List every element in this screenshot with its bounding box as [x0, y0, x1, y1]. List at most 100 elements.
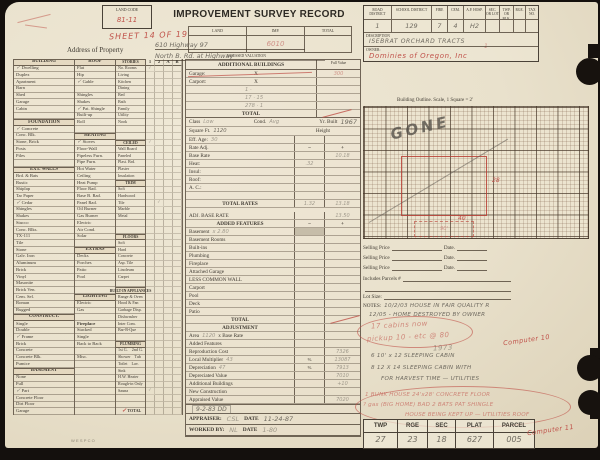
additional-buildings-header: ADDITIONAL BUILDINGS Full Value	[186, 60, 360, 70]
value-grid-cell	[173, 112, 182, 120]
checklist-row: Toilet Lav.	[116, 360, 145, 369]
item-label: Double	[16, 327, 30, 333]
parcel-value-row: 27 23 18 627 005	[364, 432, 534, 448]
checklist-row: No. Rooms	[116, 65, 145, 73]
value-grid-cell	[146, 233, 155, 241]
checklist-row: Garbage Disp.	[116, 307, 145, 315]
row-label: Attached Garage	[186, 268, 294, 275]
handwriting: 278 · 1	[245, 103, 264, 109]
total-label: TOTAL	[241, 111, 261, 117]
value-grid-cell	[164, 321, 173, 328]
item-label: Tile	[118, 199, 125, 205]
lot-size-line: Lot Size:	[363, 294, 513, 300]
checklist-row	[75, 388, 115, 395]
square-ft-line: Square Ft. 1120 Height	[186, 127, 360, 136]
plus-cell	[324, 332, 360, 339]
selling-price-label: Selling Price	[363, 265, 390, 271]
item-label: Concrete	[16, 347, 33, 353]
plus-cell	[324, 176, 360, 183]
value-grid-cell	[146, 307, 155, 315]
value-grid-cell	[146, 186, 155, 194]
table-cell: CEM.	[448, 6, 464, 19]
checklist-row: ✓ Frame	[14, 334, 74, 342]
plus-cell: 7010	[324, 372, 360, 379]
checklist-row: Utility	[116, 112, 145, 120]
item-label: Floor Rad.	[77, 186, 97, 192]
minus-cell	[294, 244, 324, 251]
value-grid-cell	[164, 381, 173, 389]
item-label: ADJUSTMENT	[222, 324, 258, 331]
plus-cell	[324, 136, 360, 143]
row-label: 17 · 15	[186, 94, 316, 101]
value-grid-cell	[164, 146, 173, 154]
land-code-box: LAND CODE 81-11	[102, 5, 152, 29]
plus-cell: 13.50	[324, 212, 360, 219]
item-label: Shingles	[77, 92, 93, 98]
value-grid-cell	[164, 341, 173, 348]
value-grid-cell	[155, 341, 164, 348]
value-grid-cell	[146, 300, 155, 308]
corner-scrawl	[17, 13, 51, 24]
checklist-row: Roll	[75, 119, 115, 127]
checklist-row: Conc. Blk.	[14, 133, 74, 140]
checklist-row: Paneled	[116, 153, 145, 160]
item-label: Lav.	[131, 360, 139, 366]
value-grid-cell	[155, 186, 164, 194]
form-row: Fireplace	[186, 260, 360, 268]
row-label: Carport	[186, 284, 294, 291]
value-grid-cell	[155, 240, 164, 248]
row-label: New Construction	[186, 388, 294, 395]
checklist-row: Hard	[116, 247, 145, 254]
checklist-row: Pool	[75, 274, 115, 281]
worked-by-row: WORKED BY: NL DATE 1-80	[186, 425, 360, 436]
checklist-row: Range & Oven	[116, 294, 145, 301]
checklist-row: Insulation	[116, 173, 145, 180]
item-label: Shower	[118, 354, 131, 360]
checklist-row: Single	[75, 334, 115, 342]
item-label: Pat. Shingle	[82, 106, 105, 111]
item-label: Dishwasher	[118, 313, 138, 319]
item-label: Nook	[118, 119, 128, 125]
value-grid-cell	[155, 173, 164, 180]
value-grid-cell	[164, 186, 173, 194]
value-grid-cell	[164, 106, 173, 113]
form-row: Area 1120 x Base Rate	[186, 332, 360, 340]
item-label: None	[16, 374, 26, 380]
cond-value: Avg	[269, 118, 280, 125]
checklist-row: Soft	[116, 186, 145, 194]
plus-cell	[324, 260, 360, 267]
plus-cell	[324, 168, 360, 175]
item-label: FLOORS	[122, 234, 139, 239]
section-header: FLOORS	[116, 233, 145, 241]
value-grid-cell: ✓	[146, 65, 155, 73]
red-oval-cabins	[357, 316, 473, 348]
value-grid-cell	[164, 334, 173, 342]
square-ft-value: 1120	[213, 127, 227, 134]
checklist-row: Galv. Iron	[14, 254, 74, 261]
rates-panel: ADDITIONAL BUILDINGS Full Value Garage: X…	[185, 59, 361, 437]
row-label: TOTAL RATES	[186, 200, 294, 207]
checklist-row: Posts	[14, 146, 74, 154]
checklist-row: Base B. Rad.	[75, 193, 115, 201]
item-label: Rustic	[16, 179, 28, 185]
item-label: Frame	[21, 334, 34, 340]
item-label: Attached Garage	[189, 268, 224, 275]
value-grid-cell	[155, 132, 164, 140]
section-header: PLUMBING	[116, 341, 145, 348]
checklist-row: Panel Rad.	[75, 200, 115, 207]
form-row: Attached Garage	[186, 268, 360, 276]
value-cell	[316, 78, 360, 85]
checklist-row: Gas	[75, 308, 115, 315]
table-cell: ROAD DISTRICT	[364, 6, 392, 19]
item-label: Garage:	[189, 71, 206, 77]
value-grid-cell	[164, 159, 173, 167]
item-label: Gable	[82, 79, 94, 84]
checklist-row: Duplex	[14, 72, 74, 80]
row-label: Patio	[186, 308, 294, 315]
row-label: Garage: X	[186, 70, 316, 77]
item-label: Aluminum	[16, 260, 36, 266]
minus-cell	[294, 388, 324, 395]
row-label: Reproduction Cost	[186, 348, 294, 355]
section-header: HEATING	[75, 132, 115, 140]
minus-cell	[294, 372, 324, 379]
